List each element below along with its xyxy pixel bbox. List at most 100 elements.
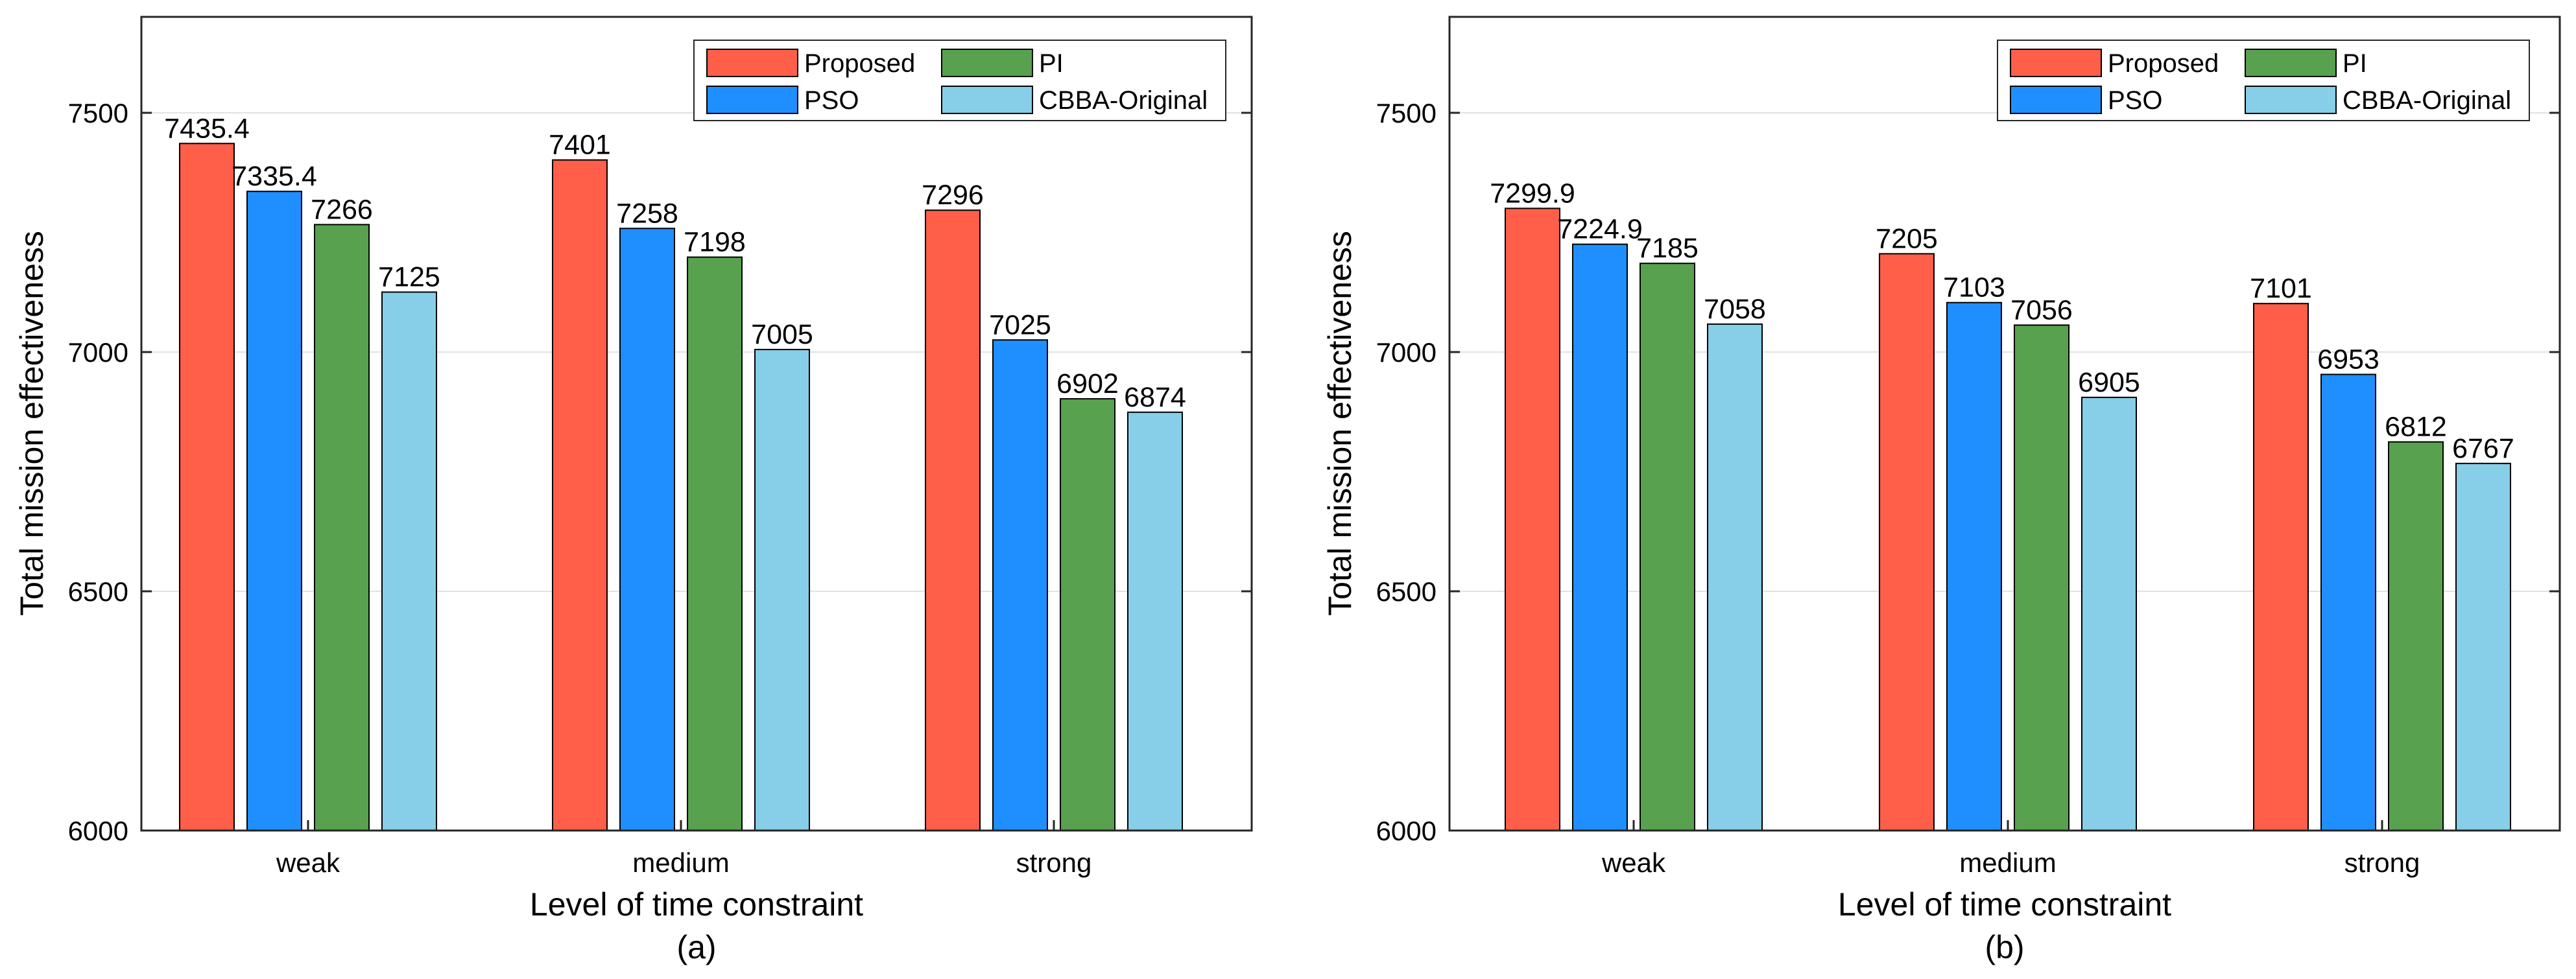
bar [1707,323,1763,831]
x-tick: medium [632,820,730,878]
legend-entry: PI [941,49,1064,78]
legend: Proposed PI PSO CBBA-Original [693,40,1226,121]
legend-swatch [2245,86,2337,114]
legend-label: PI [1039,49,1064,78]
y-axis-label: Total mission effectiveness [1322,231,1358,616]
x-tick: weak [1601,820,1666,878]
x-axis-label: Level of time constraint [530,886,863,923]
legend-label: PSO [804,86,859,115]
bar [381,291,437,831]
bar [2253,303,2309,831]
y-tick: 7000 [1376,337,2560,368]
bar [2081,396,2137,831]
data-label: 7185 [1636,233,1699,264]
bar [754,349,810,831]
bar [1946,301,2002,831]
data-label: 7258 [616,198,678,229]
bar [314,224,370,831]
legend-entry: CBBA-Original [2245,86,2511,115]
y-tick-label: 7000 [68,337,128,368]
y-axis-label: Total mission effectiveness [14,231,50,616]
y-tick-label: 6500 [1376,576,1437,607]
data-label: 7401 [549,130,611,161]
plot-area-frame [140,16,1253,832]
data-label: 7296 [922,180,984,211]
legend-label: CBBA-Original [2343,86,2511,115]
bar [552,159,608,832]
y-tick-label: 6500 [68,576,128,607]
bar [619,228,675,831]
bar [1879,253,1935,831]
bar [1127,411,1183,831]
legend-label: Proposed [804,49,915,78]
y-tick: 6000 [68,816,1252,846]
legend-entry: Proposed [2010,49,2219,78]
plot-area-frame [1448,16,2561,832]
bar [246,191,302,831]
data-label: 7056 [2010,294,2073,325]
bar [1572,243,1628,831]
y-tick-label: 6000 [68,816,128,846]
legend-label: Proposed [2108,49,2219,78]
legend-entry: PI [2245,49,2367,78]
data-label: 7299.9 [1490,178,1575,209]
legend-label: CBBA-Original [1039,86,1208,115]
legend-swatch [941,86,1033,114]
x-tick: weak [276,820,340,878]
subfigure-caption: (b) [1985,929,2024,965]
bar [2455,462,2511,831]
legend-entry: PSO [2010,86,2162,115]
data-label: 7335.4 [232,161,317,192]
bar [2014,324,2069,831]
y-tick: 6000 [1376,816,2560,846]
y-tick-label: 7000 [1376,337,1437,368]
legend-entry: PSO [706,86,859,115]
bar [1505,207,1560,831]
x-tick-label: medium [1959,847,2056,878]
bar [687,256,743,832]
legend-entry: Proposed [706,49,915,78]
data-label: 6902 [1056,368,1119,399]
bar [2388,441,2444,831]
data-label: 7435.4 [164,113,250,144]
data-label: 7025 [989,309,1051,340]
bar [1640,263,1695,831]
data-label: 7101 [2250,273,2312,304]
legend-swatch [941,49,1033,77]
legend-label: PI [2343,49,2367,78]
bar [2320,373,2376,831]
data-label: 6874 [1124,382,1186,413]
bar [925,209,981,831]
x-tick-label: strong [2344,847,2420,878]
y-tick-label: 7500 [1376,98,1437,128]
x-tick-label: weak [1601,847,1666,878]
y-tick: 7500 [1376,98,2560,128]
data-label: 6905 [2078,367,2140,398]
y-tick: 7000 [68,337,1252,368]
legend: Proposed PI PSO CBBA-Original [1997,40,2530,121]
data-label: 7198 [684,227,746,258]
x-tick-label: strong [1016,847,1092,878]
bar [1060,398,1115,831]
y-tick-label: 6000 [1376,816,1437,846]
y-tick-label: 7500 [68,98,128,128]
legend-swatch [706,86,798,114]
y-tick: 6500 [68,576,1252,607]
data-label: 7125 [378,262,440,293]
data-label: 7005 [751,319,813,350]
data-label: 7103 [1943,272,2005,303]
legend-entry: CBBA-Original [941,86,1208,115]
x-tick: strong [1016,820,1092,878]
data-label: 7266 [311,194,373,225]
bar [992,339,1048,831]
y-tick: 6500 [1376,576,2560,607]
legend-swatch [2010,49,2102,77]
x-tick: strong [2344,820,2420,878]
legend-label: PSO [2108,86,2162,115]
data-label: 7224.9 [1557,214,1643,245]
data-label: 7205 [1876,223,1938,254]
data-label: 7058 [1704,294,1766,325]
